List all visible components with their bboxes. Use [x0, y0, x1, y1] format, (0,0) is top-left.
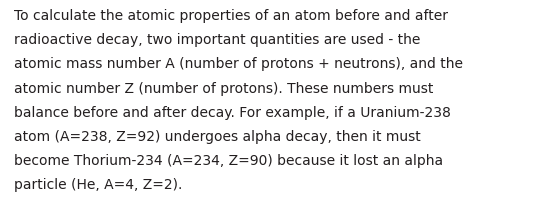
Text: atomic number Z (number of protons). These numbers must: atomic number Z (number of protons). The… — [14, 82, 434, 96]
Text: particle (He, A=4, Z=2).: particle (He, A=4, Z=2). — [14, 178, 182, 192]
Text: atom (A=238, Z=92) undergoes alpha decay, then it must: atom (A=238, Z=92) undergoes alpha decay… — [14, 130, 421, 144]
Text: balance before and after decay. For example, if a Uranium-238: balance before and after decay. For exam… — [14, 106, 451, 120]
Text: To calculate the atomic properties of an atom before and after: To calculate the atomic properties of an… — [14, 9, 448, 23]
Text: become Thorium-234 (A=234, Z=90) because it lost an alpha: become Thorium-234 (A=234, Z=90) because… — [14, 154, 443, 168]
Text: radioactive decay, two important quantities are used - the: radioactive decay, two important quantit… — [14, 33, 420, 47]
Text: atomic mass number A (number of protons + neutrons), and the: atomic mass number A (number of protons … — [14, 57, 463, 71]
